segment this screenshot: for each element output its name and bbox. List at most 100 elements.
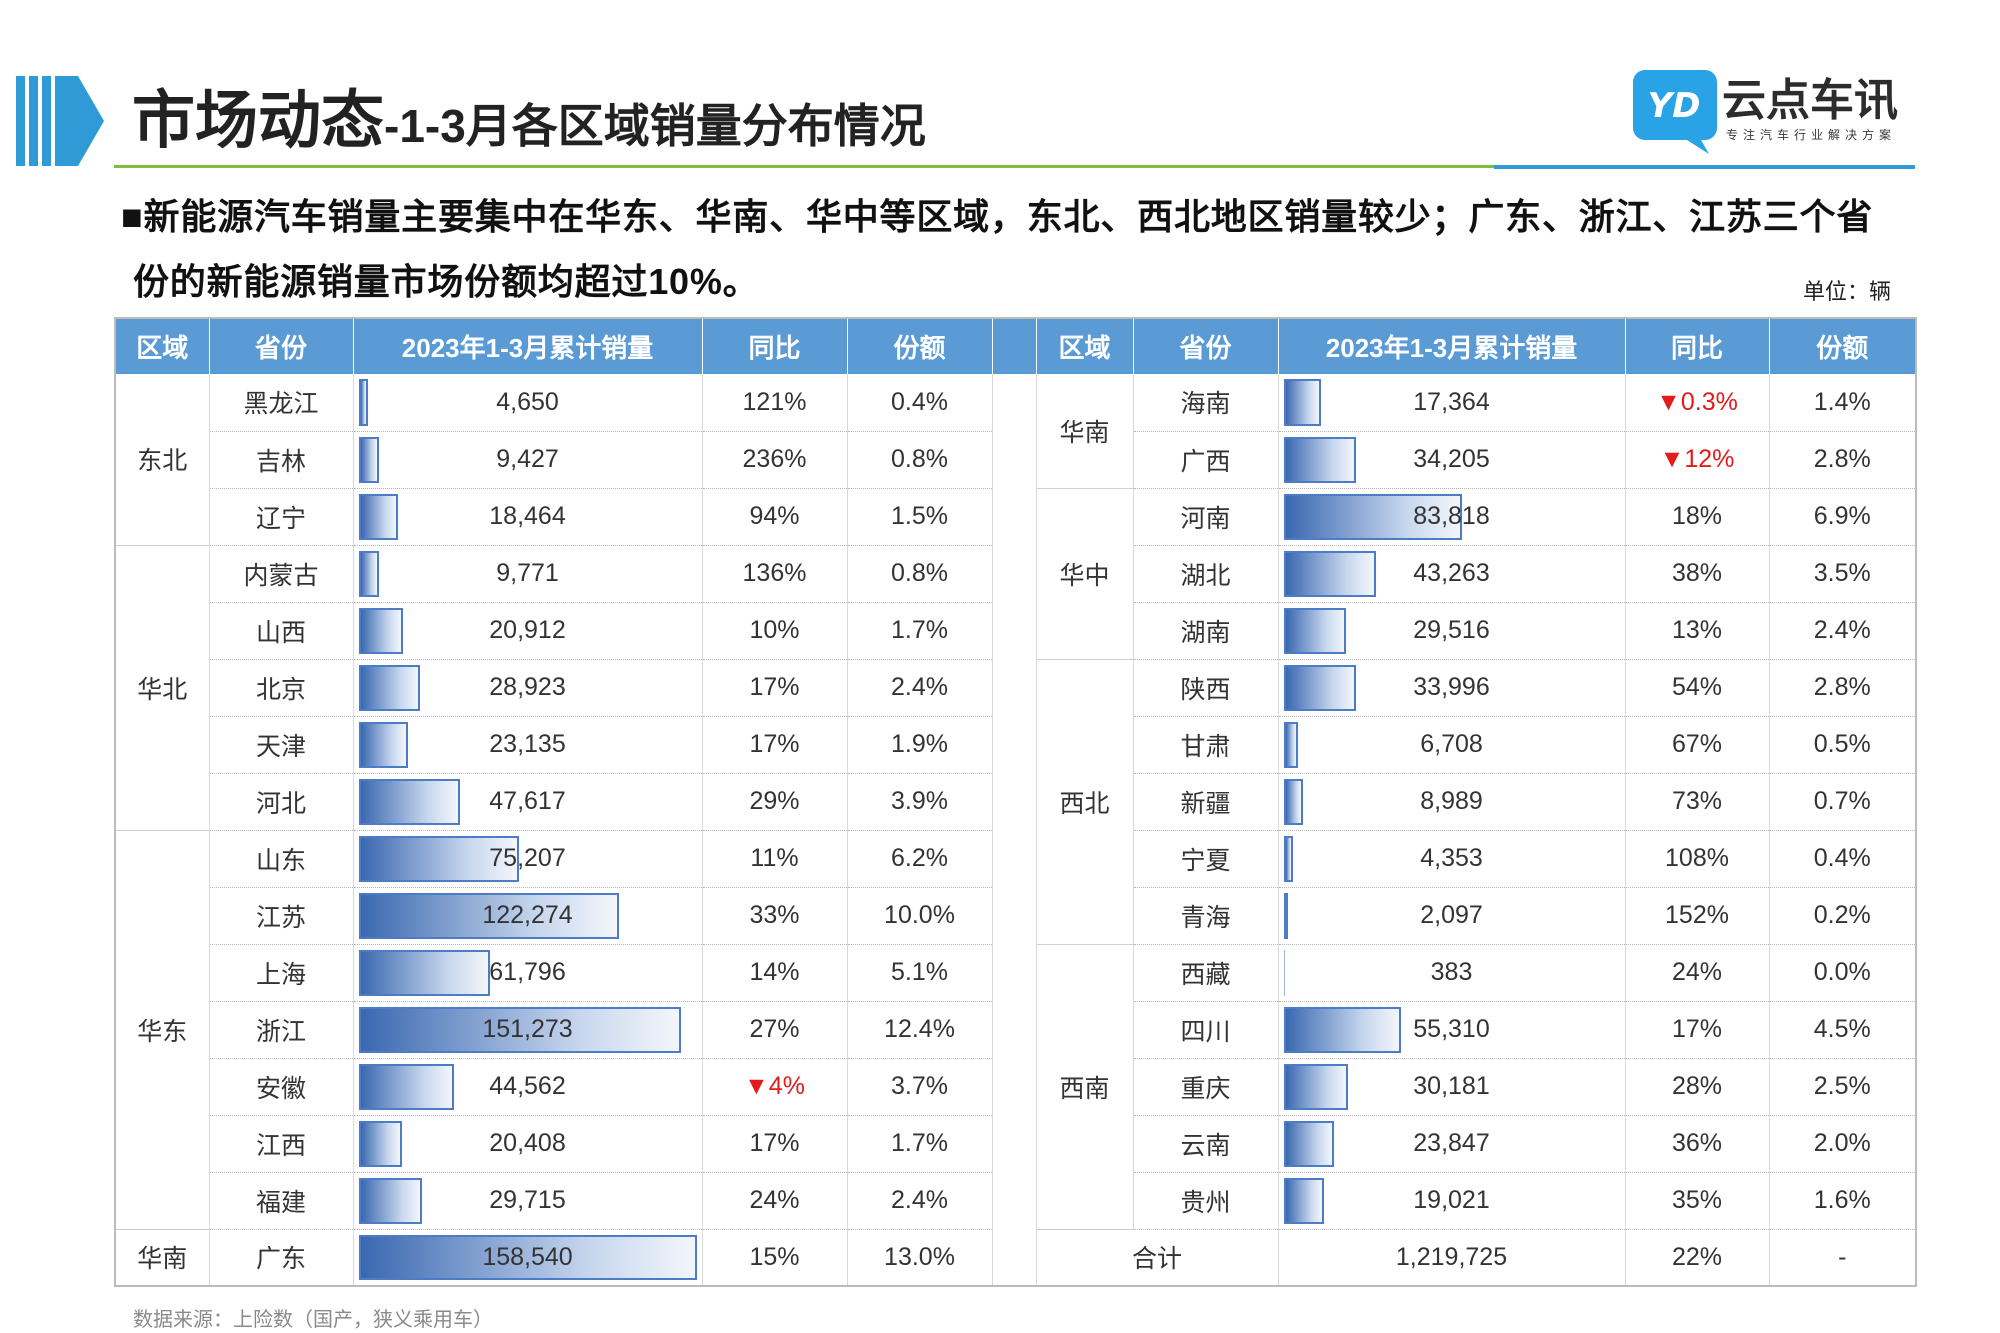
sales-cell: 6,708 xyxy=(1278,716,1626,774)
share-cell: 0.7% xyxy=(1769,773,1917,831)
summary-line-2: 份的新能源销量市场份额均超过10%。 xyxy=(133,261,760,302)
sales-value: 23,135 xyxy=(489,730,566,758)
yoy-cell: 27% xyxy=(702,1001,848,1059)
yoy-cell: 17% xyxy=(702,659,848,717)
sales-value: 158,540 xyxy=(482,1242,573,1271)
sales-cell: 19,021 xyxy=(1278,1172,1626,1230)
sales-cell: 9,771 xyxy=(353,545,703,603)
sales-value: 151,273 xyxy=(482,1015,573,1043)
sales-bar xyxy=(358,664,421,711)
table-row: 华南 广东 158,540 15% 13.0% 合计 1,219,725 22% - xyxy=(115,1229,1917,1286)
yoy-cell: 108% xyxy=(1625,830,1770,888)
sales-value: 43,263 xyxy=(1413,559,1490,587)
sales-bar xyxy=(1283,721,1298,768)
share-cell: 3.5% xyxy=(1769,545,1917,603)
data-source-note: 数据来源：上险数（国产，狭义乘用车） xyxy=(133,1309,493,1331)
sales-value: 20,408 xyxy=(489,1129,566,1157)
page-title: 市场动态 -1-3月各区域销量分布情况 xyxy=(132,80,926,167)
sales-bar xyxy=(1283,550,1376,597)
sales-bar xyxy=(1283,835,1293,882)
province-cell: 湖南 xyxy=(1133,602,1279,660)
yoy-cell: 35% xyxy=(1625,1172,1770,1230)
yoy-cell: ▼4% xyxy=(702,1058,848,1116)
share-cell: 0.8% xyxy=(847,545,993,603)
sales-cell: 75,207 xyxy=(353,830,703,888)
sales-bar xyxy=(358,550,380,597)
province-cell: 湖北 xyxy=(1133,545,1279,603)
sales-cell: 30,181 xyxy=(1278,1058,1626,1116)
share-cell: 10.0% xyxy=(847,887,993,945)
summary-text-1: 新能源汽车销量主要集中在华东、华南、华中等区域，东北、西北地区销量较少；广东、浙… xyxy=(143,196,1874,237)
sales-value: 34,205 xyxy=(1413,445,1490,473)
sales-cell: 18,464 xyxy=(353,488,703,546)
yoy-cell: 94% xyxy=(702,488,848,546)
sales-value: 29,516 xyxy=(1413,616,1490,644)
yoy-cell: 17% xyxy=(702,1115,848,1173)
province-cell: 海南 xyxy=(1133,374,1279,432)
sales-cell: 83,818 xyxy=(1278,488,1626,546)
share-cell: 1.4% xyxy=(1769,374,1917,432)
yoy-cell: 29% xyxy=(702,773,848,831)
province-cell: 天津 xyxy=(209,716,354,774)
sales-cell: 23,135 xyxy=(353,716,703,774)
header-gap xyxy=(992,318,1037,374)
sales-value: 61,796 xyxy=(489,958,566,986)
sales-value: 8,989 xyxy=(1420,787,1483,815)
table-body: 东北 黑龙江 4,650 121% 0.4% 华南 海南 17,364 ▼0.3% 1.4% 吉林 9… xyxy=(115,374,1917,1286)
summary-line-1: ■新能源汽车销量主要集中在华东、华南、华中等区域，东北、西北地区销量较少；广东、… xyxy=(121,195,1873,239)
share-cell: 1.9% xyxy=(847,716,993,774)
table-row: 浙江 151,273 27% 12.4% 四川 55,310 17% 4.5% xyxy=(115,1001,1917,1059)
share-cell: 6.2% xyxy=(847,830,993,888)
province-cell: 山西 xyxy=(209,602,354,660)
sales-value: 28,923 xyxy=(489,673,566,701)
yoy-cell: 28% xyxy=(1625,1058,1770,1116)
sales-cell: 44,562 xyxy=(353,1058,703,1116)
yoy-cell: 236% xyxy=(702,431,848,489)
yoy-cell: 14% xyxy=(702,944,848,1002)
header-region: 区域 xyxy=(115,318,210,374)
province-cell: 重庆 xyxy=(1133,1058,1279,1116)
province-cell: 四川 xyxy=(1133,1001,1279,1059)
logo-bubble xyxy=(1633,70,1717,154)
header-yoy: 同比 xyxy=(1625,318,1770,374)
province-cell: 陕西 xyxy=(1133,659,1279,717)
province-cell: 江苏 xyxy=(209,887,354,945)
sales-cell: 47,617 xyxy=(353,773,703,831)
header-yoy: 同比 xyxy=(702,318,848,374)
title-decoration xyxy=(16,76,104,166)
share-cell: 1.6% xyxy=(1769,1172,1917,1230)
sales-cell: 1,219,725 xyxy=(1278,1229,1626,1286)
sales-bar xyxy=(1283,664,1356,711)
sales-bar xyxy=(1283,1120,1335,1167)
table-row: 安徽 44,562 ▼4% 3.7% 重庆 30,181 28% 2.5% xyxy=(115,1058,1917,1116)
share-cell: 2.4% xyxy=(847,659,993,717)
sales-value: 47,617 xyxy=(489,787,566,815)
sales-bar xyxy=(1283,607,1347,654)
share-cell: 6.9% xyxy=(1769,488,1917,546)
column-gap xyxy=(992,374,1037,1286)
right-region-cell: 华南 xyxy=(1036,374,1134,489)
share-cell: 0.5% xyxy=(1769,716,1917,774)
sales-value: 18,464 xyxy=(489,502,566,530)
sales-value: 30,181 xyxy=(1413,1072,1490,1100)
sales-table: 区域 省份 2023年1-3月累计销量 同比 份额 区域 省份 2023年1-3… xyxy=(114,317,1917,1287)
sales-value: 122,274 xyxy=(482,901,573,929)
sales-value: 2,097 xyxy=(1420,901,1483,929)
yoy-cell: 36% xyxy=(1625,1115,1770,1173)
sales-cell: 20,408 xyxy=(353,1115,703,1173)
share-cell: 2.5% xyxy=(1769,1058,1917,1116)
sales-value: 83,818 xyxy=(1413,502,1490,530)
sales-bar xyxy=(358,835,519,882)
sales-value: 20,912 xyxy=(489,616,566,644)
table-row: 江西 20,408 17% 1.7% 云南 23,847 36% 2.0% xyxy=(115,1115,1917,1173)
left-region-cell: 华北 xyxy=(115,545,210,831)
sales-cell: 20,912 xyxy=(353,602,703,660)
sales-value: 17,364 xyxy=(1413,387,1490,416)
table-header-row: 区域 省份 2023年1-3月累计销量 同比 份额 区域 省份 2023年1-3… xyxy=(115,318,1917,374)
yoy-cell: 121% xyxy=(702,374,848,432)
sales-bar xyxy=(1283,493,1463,540)
sales-cell: 4,353 xyxy=(1278,830,1626,888)
sales-cell: 8,989 xyxy=(1278,773,1626,831)
sales-bar xyxy=(1283,1177,1325,1224)
header-sales: 2023年1-3月累计销量 xyxy=(1278,318,1626,374)
